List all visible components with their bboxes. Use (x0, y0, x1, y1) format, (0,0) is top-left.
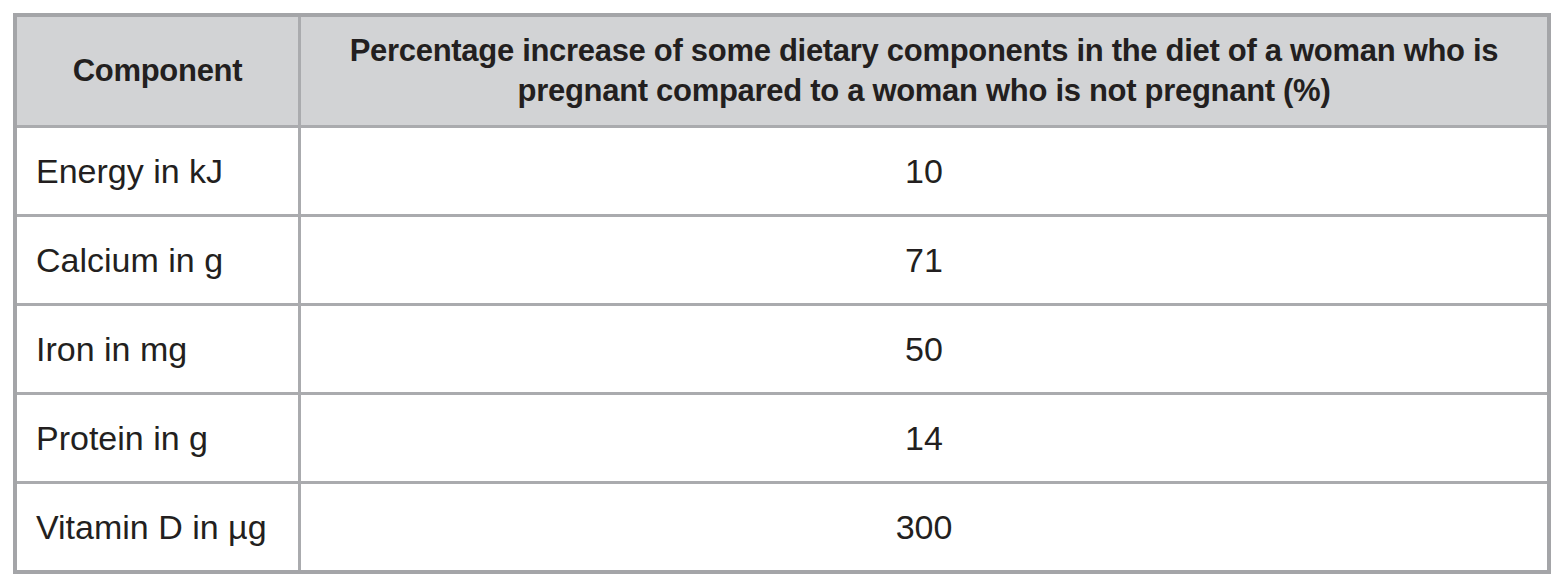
column-header-component: Component (17, 17, 298, 125)
row-label-vitamin-d: Vitamin D in µg (17, 484, 298, 570)
row-label-calcium: Calcium in g (17, 217, 298, 303)
column-header-percentage-increase: Percentage increase of some dietary comp… (301, 17, 1547, 125)
diet-components-table: Component Percentage increase of some di… (13, 13, 1551, 574)
row-label-iron: Iron in mg (17, 306, 298, 392)
row-label-protein: Protein in g (17, 395, 298, 481)
row-value-calcium: 71 (301, 217, 1547, 303)
row-label-energy: Energy in kJ (17, 128, 298, 214)
row-value-vitamin-d: 300 (301, 484, 1547, 570)
row-value-iron: 50 (301, 306, 1547, 392)
row-value-energy: 10 (301, 128, 1547, 214)
row-value-protein: 14 (301, 395, 1547, 481)
